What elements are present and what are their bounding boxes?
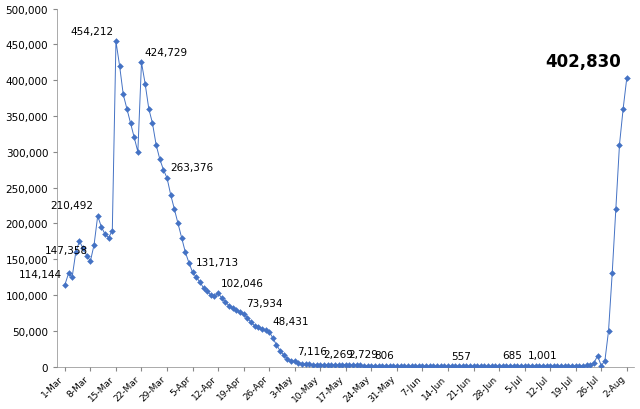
Text: 2,269: 2,269 — [323, 350, 353, 360]
Text: 48,431: 48,431 — [272, 317, 308, 326]
Text: 2,729: 2,729 — [349, 349, 378, 359]
Text: 685: 685 — [502, 351, 522, 361]
Text: 402,830: 402,830 — [545, 53, 621, 71]
Text: 114,144: 114,144 — [19, 270, 62, 280]
Text: 102,046: 102,046 — [221, 278, 264, 288]
Text: 1,001: 1,001 — [527, 351, 557, 360]
Text: 73,934: 73,934 — [246, 298, 283, 308]
Text: 210,492: 210,492 — [51, 201, 93, 211]
Text: 454,212: 454,212 — [70, 27, 113, 37]
Text: 557: 557 — [451, 351, 470, 361]
Text: 147,358: 147,358 — [45, 246, 88, 256]
Text: 7,116: 7,116 — [298, 346, 328, 356]
Text: 263,376: 263,376 — [170, 163, 213, 173]
Text: 131,713: 131,713 — [195, 257, 239, 267]
Text: 806: 806 — [374, 351, 394, 360]
Text: 424,729: 424,729 — [144, 48, 188, 58]
